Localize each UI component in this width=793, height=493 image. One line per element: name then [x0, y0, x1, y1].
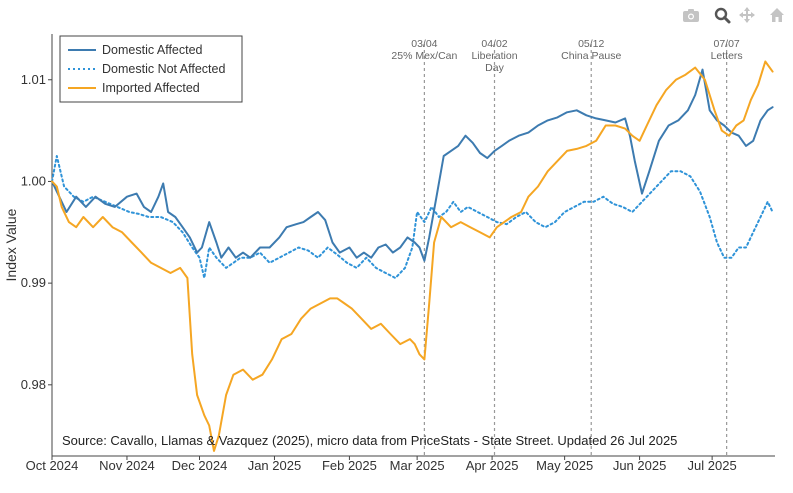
x-tick-label: May 2025 [536, 458, 593, 473]
y-tick-label: 0.99 [21, 275, 46, 290]
series-line-domestic-not-affected [51, 155, 774, 279]
x-tick-label: Jul 2025 [688, 458, 737, 473]
series-group [51, 60, 774, 452]
event-label: 25% Mex/Can [391, 50, 457, 62]
y-tick-label: 0.98 [21, 377, 46, 392]
legend-box [59, 35, 243, 103]
zoom-icon[interactable] [714, 7, 731, 24]
source-note: Source: Cavallo, Llamas & Vazquez (2025)… [62, 433, 677, 448]
event-label: 03/04 [411, 38, 437, 50]
x-tick-label: Feb 2025 [322, 458, 377, 473]
legend-label: Domestic Not Affected [102, 62, 225, 76]
axes: 0.98 0.99 1.00 1.01 Oct 2024 Nov 2024 Dec 202… [3, 34, 775, 473]
legend: Domestic Affected Domestic Not Affected Im… [59, 35, 243, 103]
x-tick-label: Jan 2025 [248, 458, 302, 473]
series-line-imported-affected [51, 60, 774, 452]
x-tick-label: Nov 2024 [99, 458, 155, 473]
series-line-domestic-affected [51, 68, 774, 262]
camera-icon[interactable] [683, 9, 699, 22]
event-label: 07/07 [713, 38, 739, 50]
y-axis-title: Index Value [3, 208, 19, 281]
y-tick-label: 1.00 [21, 173, 46, 188]
legend-label: Domestic Affected [102, 43, 203, 57]
event-label: China Pause [561, 50, 621, 62]
x-tick-label: Apr 2025 [466, 458, 519, 473]
legend-label: Imported Affected [102, 81, 200, 95]
y-tick-label: 1.01 [21, 72, 46, 87]
x-tick-label: Mar 2025 [390, 458, 445, 473]
pan-icon[interactable] [739, 7, 755, 23]
x-tick-label: Dec 2024 [172, 458, 228, 473]
modebar [683, 7, 784, 24]
event-label: Day [485, 62, 504, 74]
home-icon[interactable] [770, 8, 784, 22]
x-tick-label: Oct 2024 [26, 458, 79, 473]
event-label: Liberation [471, 50, 517, 62]
x-tick-label: Jun 2025 [613, 458, 667, 473]
event-label: 05/12 [578, 38, 604, 50]
event-label: 04/02 [481, 38, 507, 50]
event-label: Letters [711, 50, 743, 62]
